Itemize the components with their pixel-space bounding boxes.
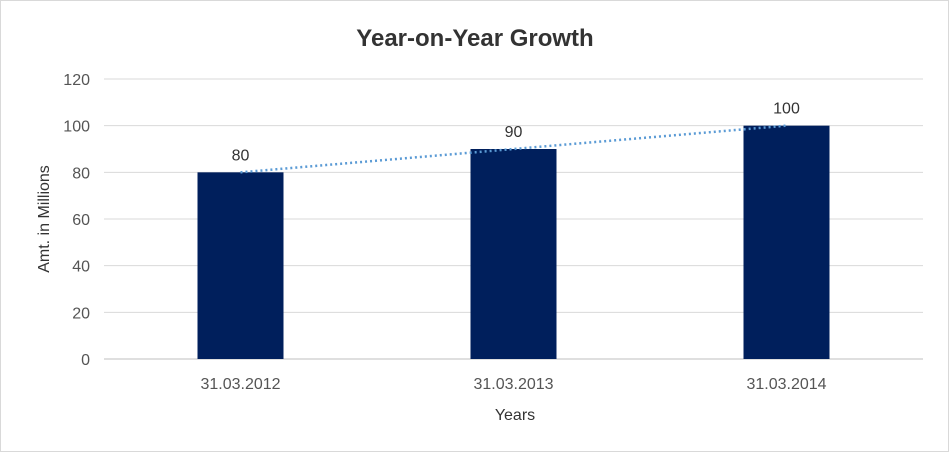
data-label: 90	[505, 124, 523, 141]
data-label: 100	[773, 101, 800, 118]
x-tick-label: 31.03.2014	[746, 376, 826, 393]
y-axis-label: Amt. in Millions	[36, 165, 53, 273]
y-tick-label: 40	[72, 259, 90, 276]
bar	[470, 149, 557, 359]
y-tick-label: 100	[63, 119, 90, 136]
x-axis-label: Years	[495, 407, 535, 424]
y-tick-label: 60	[72, 212, 90, 229]
y-tick-label: 120	[63, 72, 90, 89]
x-tick-label: 31.03.2012	[200, 376, 280, 393]
bar	[197, 172, 284, 359]
x-tick-label: 31.03.2013	[473, 376, 553, 393]
y-tick-label: 0	[81, 352, 90, 369]
y-tick-label: 80	[72, 165, 90, 182]
trendline	[240, 124, 787, 174]
y-tick-label: 20	[72, 305, 90, 322]
data-label: 80	[232, 147, 250, 164]
chart-title: Year-on-Year Growth	[356, 25, 593, 52]
bar	[743, 125, 830, 360]
